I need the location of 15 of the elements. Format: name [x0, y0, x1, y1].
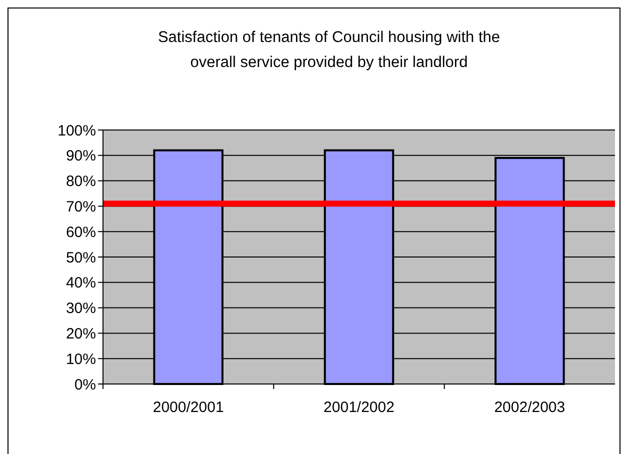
y-tick-label: 80%: [66, 173, 96, 190]
y-tick-label: 40%: [66, 274, 96, 292]
y-tick-label: 70%: [66, 198, 96, 216]
x-tick-label: 2002/2003: [494, 399, 566, 416]
x-tick-label: 2001/2002: [324, 399, 394, 416]
y-tick-label: 20%: [66, 325, 96, 342]
y-tick-label: 10%: [66, 350, 96, 368]
y-tick-label: 60%: [66, 224, 96, 241]
chart-title: Satisfaction of tenants of Council housing with the overall service provided by their landlord: [158, 29, 500, 71]
y-tick-label: 90%: [66, 148, 96, 165]
x-tick-label: 2000/2001: [152, 399, 224, 416]
y-tick-label: 30%: [66, 300, 96, 318]
y-tick-label: 0%: [74, 376, 96, 394]
y-tick-label: 100%: [58, 122, 96, 140]
y-tick-label: 50%: [66, 249, 96, 266]
